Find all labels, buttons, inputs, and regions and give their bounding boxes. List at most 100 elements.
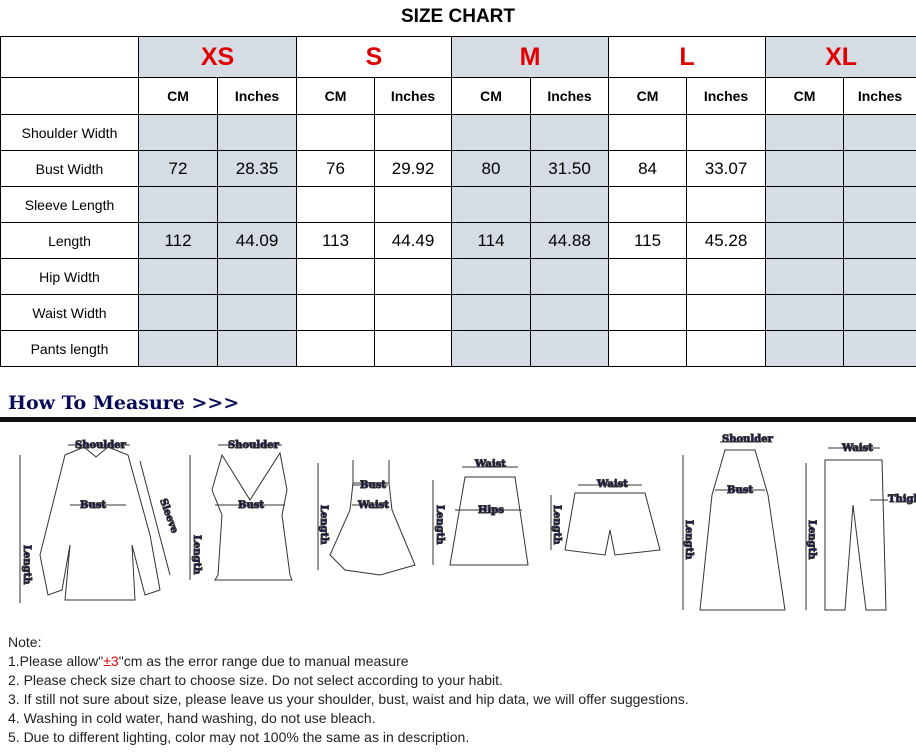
table-cell bbox=[843, 114, 916, 151]
svg-text:Length: Length bbox=[551, 505, 562, 545]
svg-text:Length: Length bbox=[806, 520, 817, 560]
svg-text:Length: Length bbox=[434, 505, 445, 545]
table-cell bbox=[608, 330, 688, 367]
table-cell bbox=[374, 114, 453, 151]
svg-text:Length: Length bbox=[683, 520, 694, 560]
table-cell: 45.28 bbox=[686, 222, 767, 259]
table-cell bbox=[765, 150, 845, 187]
svg-text:Length: Length bbox=[318, 505, 329, 545]
svg-text:Waist: Waist bbox=[474, 459, 506, 470]
corner-cell bbox=[0, 36, 139, 78]
note-5: 5. Due to different lighting, color may … bbox=[8, 729, 470, 745]
table-row: Pants length bbox=[0, 330, 916, 367]
table-cell bbox=[374, 294, 453, 331]
table-cell: 29.92 bbox=[374, 150, 453, 187]
table-cell bbox=[530, 114, 610, 151]
size-chart-table: XS S M L XL CM Inches CM Inches CM Inches CM Inches C… bbox=[0, 36, 916, 367]
unit-header: CM bbox=[765, 77, 845, 115]
table-cell: 84 bbox=[608, 150, 688, 187]
table-cell bbox=[216, 186, 298, 223]
table-cell: 28.35 bbox=[216, 150, 298, 187]
unit-header: Inches bbox=[216, 77, 298, 115]
table-cell: 33.07 bbox=[686, 150, 767, 187]
notes: Note: 1.Please allow"±3"cm as the error … bbox=[8, 633, 689, 747]
svg-text:Bust: Bust bbox=[727, 485, 753, 496]
note-1: 1.Please allow"±3"cm as the error range … bbox=[8, 653, 409, 669]
table-cell bbox=[296, 294, 376, 331]
notes-heading: Note: bbox=[8, 634, 42, 650]
svg-text:Shoulder: Shoulder bbox=[75, 440, 127, 451]
size-header: S bbox=[296, 36, 453, 78]
svg-text:Shoulder: Shoulder bbox=[722, 434, 774, 445]
table-cell bbox=[451, 186, 532, 223]
note-4: 4. Washing in cold water, hand washing, … bbox=[8, 710, 376, 726]
table-row: Sleeve Length bbox=[0, 186, 916, 223]
table-cell: 44.88 bbox=[530, 222, 610, 259]
table-cell bbox=[608, 186, 688, 223]
row-label: Hip Width bbox=[0, 258, 139, 295]
row-label: Length bbox=[0, 222, 139, 259]
table-cell bbox=[296, 258, 376, 295]
size-header: XS bbox=[137, 36, 298, 78]
pants-illustration: Waist Thigh Length bbox=[805, 443, 916, 611]
table-cell bbox=[138, 114, 218, 151]
unit-header: CM bbox=[451, 77, 532, 115]
table-cell bbox=[216, 294, 298, 331]
table-cell bbox=[765, 258, 845, 295]
row-label: Bust Width bbox=[0, 150, 139, 187]
table-cell: 72 bbox=[138, 150, 218, 187]
corner-cell bbox=[0, 77, 139, 115]
table-cell bbox=[765, 330, 845, 367]
table-row: Length 112 44.09 113 44.49 114 44.88 115 45.28 bbox=[0, 222, 916, 259]
unit-header: Inches bbox=[843, 77, 916, 115]
tolerance-value: ±3 bbox=[103, 653, 119, 669]
shirt-illustration: Shoulder Bust Length Sleeve bbox=[19, 440, 180, 603]
table-cell bbox=[374, 258, 453, 295]
table-cell: 44.09 bbox=[216, 222, 298, 259]
table-cell bbox=[216, 114, 298, 151]
row-label: Waist Width bbox=[0, 294, 139, 331]
unit-header: Inches bbox=[530, 77, 610, 115]
table-cell bbox=[216, 258, 298, 295]
table-cell bbox=[843, 222, 916, 259]
tank-top-illustration: Shoulder Bust Length bbox=[189, 440, 293, 581]
svg-text:Bust: Bust bbox=[360, 480, 386, 491]
table-cell: 115 bbox=[608, 222, 688, 259]
how-to-measure-heading: How To Measure >>> bbox=[8, 392, 240, 414]
table-cell bbox=[530, 186, 610, 223]
svg-text:Length: Length bbox=[191, 535, 202, 575]
table-cell bbox=[530, 258, 610, 295]
svg-text:Bust: Bust bbox=[80, 500, 106, 511]
table-row: Waist Width bbox=[0, 294, 916, 331]
table-cell bbox=[374, 186, 453, 223]
table-cell bbox=[765, 114, 845, 151]
table-cell bbox=[686, 114, 767, 151]
note-2: 2. Please check size chart to choose siz… bbox=[8, 672, 503, 688]
table-cell bbox=[138, 258, 218, 295]
svg-text:Waist: Waist bbox=[596, 479, 628, 490]
table-cell bbox=[843, 186, 916, 223]
page-title: SIZE CHART bbox=[401, 6, 515, 27]
table-cell bbox=[843, 294, 916, 331]
table-cell bbox=[138, 330, 218, 367]
svg-text:Shoulder: Shoulder bbox=[228, 440, 280, 451]
table-cell bbox=[843, 150, 916, 187]
table-cell bbox=[451, 330, 532, 367]
unit-header: Inches bbox=[686, 77, 767, 115]
table-cell bbox=[451, 114, 532, 151]
table-row: Hip Width bbox=[0, 258, 916, 295]
note-3: 3. If still not sure about size, please … bbox=[8, 691, 689, 707]
table-cell bbox=[765, 222, 845, 259]
table-cell bbox=[765, 186, 845, 223]
table-cell bbox=[686, 330, 767, 367]
table-row: Shoulder Width bbox=[0, 114, 916, 151]
table-cell: 44.49 bbox=[374, 222, 453, 259]
table-cell bbox=[138, 186, 218, 223]
table-cell bbox=[296, 114, 376, 151]
table-cell bbox=[686, 258, 767, 295]
svg-text:Thigh: Thigh bbox=[888, 494, 916, 505]
size-header-row: XS S M L XL bbox=[0, 36, 916, 78]
svg-text:Sleeve: Sleeve bbox=[157, 497, 180, 535]
table-cell bbox=[530, 330, 610, 367]
measurement-illustrations: Shoulder Bust Length Sleeve Shoulder Bust … bbox=[19, 434, 916, 611]
